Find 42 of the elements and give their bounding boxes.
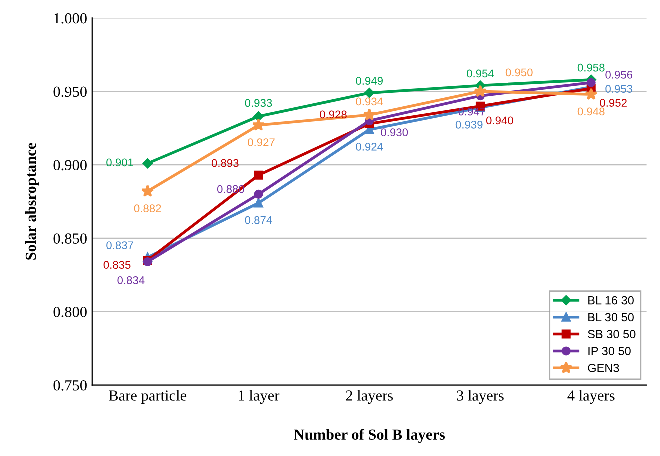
y-tick-label: 0.900 <box>54 160 87 171</box>
x-tick-label: Bare particle <box>109 390 187 404</box>
data-label: 0.954 <box>467 70 494 78</box>
data-label: 0.893 <box>212 159 239 168</box>
x-axis-title: Number of Sol B layers <box>294 429 446 444</box>
data-label: 0.950 <box>506 68 533 77</box>
legend-label: IP 30 50 <box>588 347 631 356</box>
data-label: 0.953 <box>606 85 633 94</box>
y-tick-label: 0.850 <box>54 234 87 244</box>
data-label: 0.948 <box>578 108 605 116</box>
data-label: 0.949 <box>356 77 383 85</box>
legend-label: GEN3 <box>588 364 620 372</box>
data-label: 0.882 <box>134 204 162 213</box>
data-label: 0.947 <box>458 108 486 116</box>
data-label: 0.952 <box>600 99 627 107</box>
data-label: 0.837 <box>106 242 134 250</box>
y-tick-label: 0.800 <box>54 307 87 318</box>
data-label: 0.924 <box>356 143 384 151</box>
data-label: 0.874 <box>245 216 272 224</box>
data-label: 0.956 <box>606 71 633 79</box>
data-label: 0.927 <box>248 138 275 146</box>
data-label: 0.939 <box>456 120 483 129</box>
y-tick-label: 1.000 <box>54 13 87 24</box>
legend-label: BL 30 50 <box>588 313 634 322</box>
data-label: 0.933 <box>245 99 272 108</box>
data-label: 0.930 <box>381 128 408 137</box>
data-label: 0.934 <box>356 98 384 106</box>
y-tick-label: 0.750 <box>54 380 87 391</box>
legend-label: BL 16 30 <box>588 296 634 305</box>
data-label: 0.834 <box>118 276 145 284</box>
y-tick-label: 0.950 <box>54 86 87 98</box>
data-label: 0.928 <box>320 110 347 119</box>
x-tick-label: 1 layer <box>239 390 280 404</box>
x-tick-label: 4 layers <box>568 390 615 404</box>
data-label: 0.901 <box>106 158 134 167</box>
x-tick-label: 3 layers <box>457 390 504 404</box>
legend-label: SB 30 50 <box>588 330 636 339</box>
data-label: 0.835 <box>104 261 131 270</box>
y-axis-title: Solar absroptance <box>25 143 40 260</box>
data-label: 0.958 <box>578 64 605 72</box>
x-tick-label: 2 layers <box>346 390 394 404</box>
data-label: 0.940 <box>486 116 514 125</box>
